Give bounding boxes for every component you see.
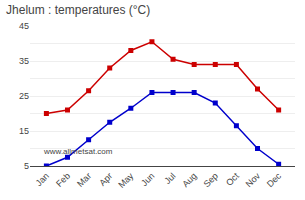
svg-text:Jul: Jul (162, 171, 177, 186)
svg-text:Mar: Mar (75, 171, 93, 189)
svg-text:25: 25 (19, 91, 29, 101)
svg-text:Nov: Nov (244, 170, 263, 189)
svg-text:Dec: Dec (265, 170, 284, 189)
svg-text:Sep: Sep (201, 171, 219, 189)
svg-text:15: 15 (19, 126, 29, 136)
svg-text:Feb: Feb (54, 171, 72, 189)
svg-text:35: 35 (19, 56, 29, 66)
svg-text:5: 5 (24, 161, 29, 171)
svg-text:Jun: Jun (139, 171, 156, 188)
svg-text:Jan: Jan (34, 171, 51, 188)
svg-text:Jhelum : temperatures (°C): Jhelum : temperatures (°C) (6, 3, 150, 17)
svg-text:Oct: Oct (224, 170, 241, 187)
svg-text:45: 45 (19, 21, 29, 31)
svg-text:Apr: Apr (97, 171, 114, 188)
svg-text:Aug: Aug (180, 171, 198, 189)
svg-text:May: May (116, 170, 135, 189)
svg-text:www.allmetsat.com: www.allmetsat.com (43, 147, 113, 156)
